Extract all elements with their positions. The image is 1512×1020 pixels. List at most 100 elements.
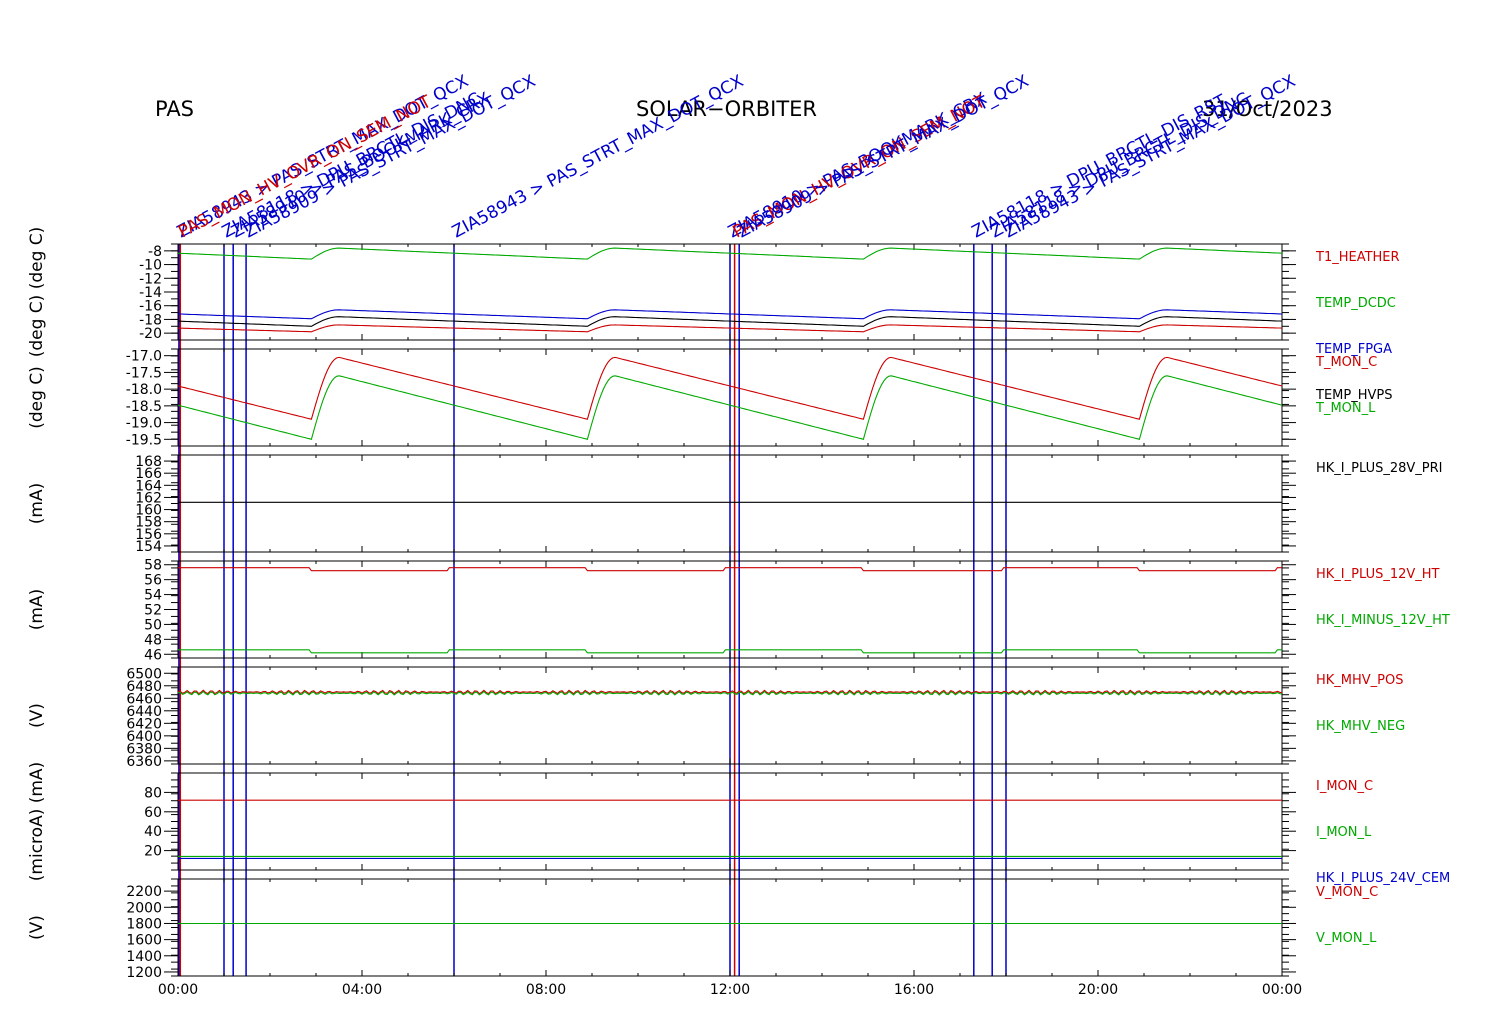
y-tick-label: 158	[135, 515, 162, 531]
y-tick-label: 154	[135, 539, 162, 555]
y-tick-label: 48	[144, 632, 162, 648]
series-line-temp_hvps	[177, 316, 1283, 327]
panels: -8-10-12-14-16-18-20 (deg C) (deg C) T1_HE…	[27, 227, 1450, 981]
y-tick-label: 162	[135, 490, 162, 506]
y-tick-label: 20	[144, 844, 162, 860]
y-tick-label: 40	[144, 824, 162, 840]
x-tick-label: 04:00	[342, 982, 382, 998]
y-tick-label: 1200	[126, 965, 162, 981]
y-tick-label: 50	[144, 617, 162, 633]
y-axis-label: (V)	[27, 915, 47, 940]
x-tick-label: 08:00	[526, 982, 566, 998]
y-tick-label: -17.5	[126, 365, 162, 381]
series-label: TEMP_HVPS	[1315, 388, 1392, 403]
series-line-t_mon_l	[177, 375, 1283, 440]
y-tick-label: 168	[135, 454, 162, 470]
series-line-hk_i_minus_12v_ht	[178, 649, 1282, 654]
series-line-hk_mhv_pos	[177, 689, 1283, 695]
y-tick-label: -20	[139, 326, 162, 342]
header-right: 31/Oct/2023	[1202, 97, 1333, 121]
y-tick-label: -17.0	[126, 349, 162, 365]
y-tick-label: 58	[144, 558, 162, 574]
y-tick-label: 156	[135, 527, 162, 543]
y-tick-label: 1800	[126, 916, 162, 932]
y-tick-label: 2000	[126, 900, 162, 916]
y-tick-label: -12	[139, 271, 162, 287]
y-tick-label: 6380	[126, 741, 162, 757]
event-label: ZIA58943 > PAS_STRT_MAX_DOT_QCX	[1001, 71, 1299, 242]
series-label: TEMP_FPGA	[1315, 342, 1392, 357]
y-axis-label: (mA)	[27, 589, 47, 630]
y-tick-label: -19.0	[126, 416, 162, 432]
y-tick-label: -18.5	[126, 399, 162, 415]
header-left: PAS	[155, 97, 194, 121]
y-tick-label: 6460	[126, 691, 162, 707]
series-label: TEMP_DCDC	[1315, 296, 1396, 311]
series-label: T_MON_L	[1315, 401, 1376, 416]
y-tick-label: 2200	[126, 884, 162, 900]
y-axis-label: (deg C)	[27, 366, 47, 429]
series-line-t_mon_c	[177, 356, 1283, 420]
y-tick-label: -18.0	[126, 382, 162, 398]
y-tick-label: -14	[139, 285, 162, 301]
y-axis-label: (V)	[27, 703, 47, 728]
y-tick-label: 6360	[126, 754, 162, 770]
event-label: PAS_MON_HV_OVR_ON_SEM_NOT	[175, 92, 435, 243]
series-line-hk_mhv_neg	[177, 690, 1283, 696]
y-tick-label: 166	[135, 466, 162, 482]
panel-6: 80 60 40 20 (microA) (mA) I_MON_C I_MON_L HK_I_…	[27, 762, 1450, 886]
series-line-t1_heather	[177, 324, 1283, 333]
y-tick-label: 6420	[126, 716, 162, 732]
y-tick-label: 6440	[126, 704, 162, 720]
y-tick-label: 160	[135, 503, 162, 519]
y-tick-label: -18	[139, 312, 162, 328]
y-tick-label: 54	[144, 588, 162, 604]
series-label: V_MON_L	[1316, 931, 1377, 946]
y-tick-label: 46	[144, 647, 162, 663]
x-tick-label: 20:00	[1078, 982, 1118, 998]
y-tick-label: -16	[139, 299, 162, 315]
y-tick-label: 6400	[126, 729, 162, 745]
series-label: HK_I_PLUS_12V_HT	[1316, 567, 1440, 582]
header-center: SOLAR−ORBITER	[636, 97, 817, 121]
series-label: HK_I_MINUS_12V_HT	[1316, 613, 1450, 628]
series-label: HK_MHV_NEG	[1316, 719, 1405, 734]
series-label: V_MON_C	[1316, 885, 1378, 900]
y-tick-label: 80	[144, 785, 162, 801]
y-tick-label: -10	[139, 258, 162, 274]
x-tick-label: 12:00	[710, 982, 750, 998]
x-axis: 00:00 04:00 08:00 12:00 16:00 20:00 00:00	[158, 982, 1302, 998]
series-label: HK_MHV_POS	[1316, 673, 1404, 688]
y-axis-label: (mA)	[27, 483, 47, 524]
y-tick-label: 1600	[126, 933, 162, 949]
series-line-temp_fpga	[178, 309, 1283, 320]
series-label: T1_HEATHER	[1315, 250, 1400, 265]
y-axis-label: (microA) (mA)	[27, 762, 47, 881]
y-tick-label: -8	[148, 244, 162, 260]
y-tick-label: 6480	[126, 679, 162, 695]
x-tick-label: 00:00	[1262, 982, 1302, 998]
series-label: HK_I_PLUS_28V_PRI	[1316, 461, 1442, 476]
panel-2: -17.0-17.5-18.0-18.5-19.0-19.5 (deg C) T_M…	[27, 348, 1377, 448]
y-axis-label: (deg C) (deg C)	[27, 227, 47, 358]
y-tick-label: 56	[144, 573, 162, 589]
y-tick-label: 6500	[126, 666, 162, 682]
series-line-hk_i_plus_12v_ht	[178, 567, 1282, 572]
y-tick-label: 52	[144, 603, 162, 619]
series-label: I_MON_L	[1316, 825, 1372, 840]
series-label: HK_I_PLUS_24V_CEM	[1316, 871, 1450, 886]
x-tick-label: 00:00	[158, 982, 198, 998]
x-tick-label: 16:00	[894, 982, 934, 998]
panel-1: -8-10-12-14-16-18-20 (deg C) (deg C) T1_HE…	[27, 227, 1400, 403]
y-tick-label: -19.5	[126, 432, 162, 448]
y-tick-label: 60	[144, 805, 162, 821]
y-tick-label: 1400	[126, 949, 162, 965]
event-markers: ZIA58943 > PAS_STRT_MAX_DOT_QCX PAS_MON_H…	[174, 71, 1299, 976]
series-label: I_MON_C	[1316, 779, 1373, 794]
series-line-temp_dcdc	[177, 247, 1283, 260]
